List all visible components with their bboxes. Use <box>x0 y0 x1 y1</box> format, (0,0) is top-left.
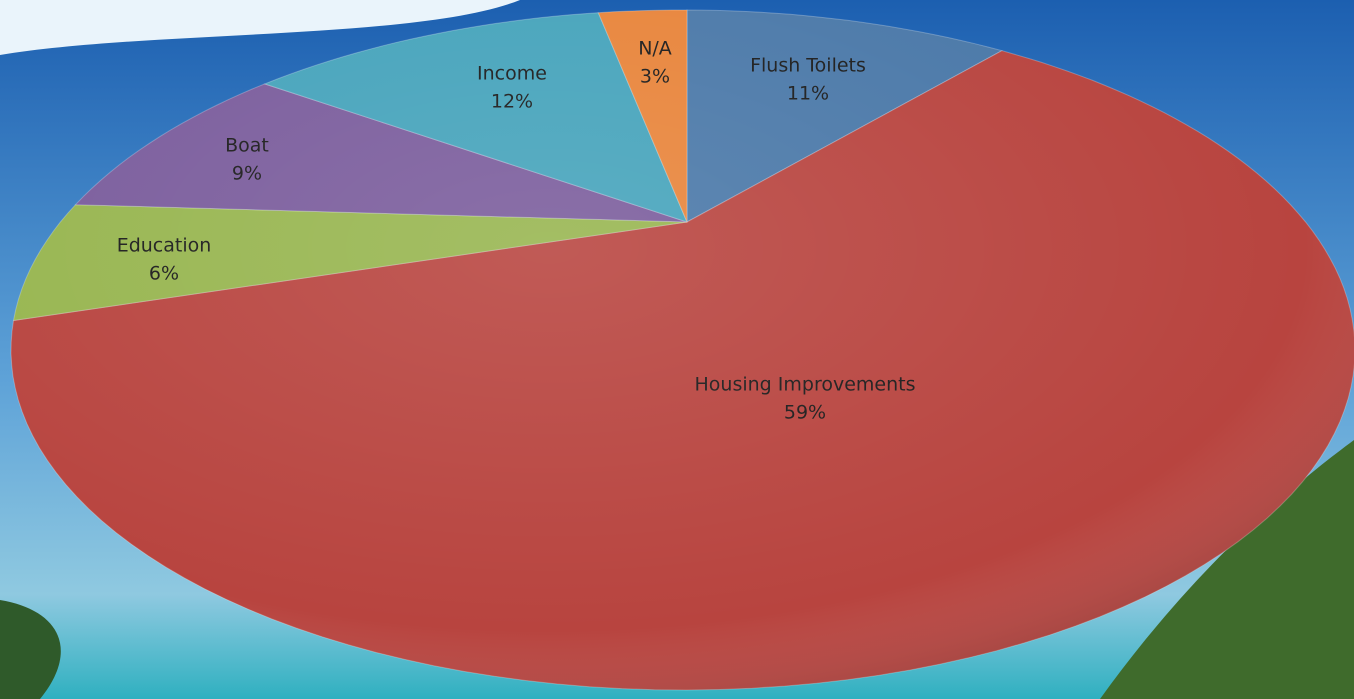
slice-value-label: 6% <box>149 263 179 285</box>
pie <box>10 9 1354 691</box>
slice-label: Housing Improvements <box>695 374 916 396</box>
slice-value-label: 59% <box>784 402 826 424</box>
slice-label: Boat <box>225 135 269 157</box>
slice-label: N/A <box>638 38 672 60</box>
slice-label: Education <box>117 235 212 257</box>
slice-value-label: 9% <box>232 163 262 185</box>
slice-value-label: 11% <box>787 83 829 105</box>
slice-label: Income <box>477 63 547 85</box>
slice-value-label: 3% <box>640 66 670 88</box>
slice-label: Flush Toilets <box>750 55 866 77</box>
slice-value-label: 12% <box>491 91 533 113</box>
